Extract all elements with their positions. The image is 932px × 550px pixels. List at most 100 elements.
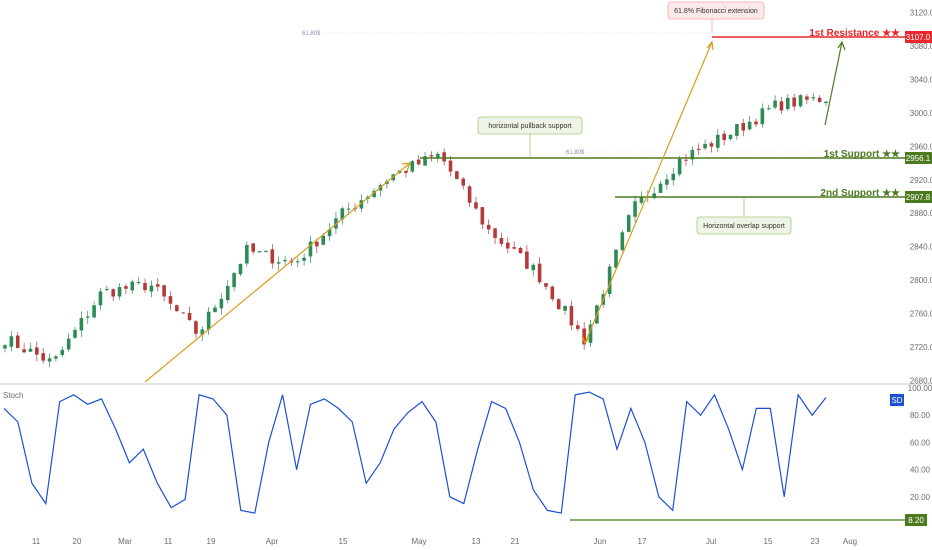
candle-body[interactable] <box>499 238 504 244</box>
time-axis[interactable]: 11 20 Mar 11 19 Apr 15 May 13 21 Jun 17 Jul 15 23 Aug <box>32 537 857 546</box>
candle-body[interactable] <box>79 318 84 331</box>
candle-body[interactable] <box>143 282 147 291</box>
candle-body[interactable] <box>505 242 510 249</box>
candle-body[interactable] <box>544 283 548 287</box>
candle-body[interactable] <box>798 95 803 107</box>
candle-body[interactable] <box>455 171 459 180</box>
candle-body[interactable] <box>232 273 236 288</box>
candle-body[interactable] <box>270 249 275 264</box>
candle-body[interactable] <box>92 305 96 318</box>
candle-body[interactable] <box>442 152 446 162</box>
candle-body[interactable] <box>60 349 65 356</box>
candle-body[interactable] <box>200 329 205 335</box>
oscillator-axis[interactable]: 100.00 80.00 60.00 40.00 20.00 <box>908 384 932 502</box>
candle-body[interactable] <box>187 312 192 320</box>
trend-arrow-1[interactable] <box>144 162 411 383</box>
candle-body[interactable] <box>264 250 268 252</box>
candle-body[interactable] <box>315 241 319 247</box>
candle-body[interactable] <box>175 305 179 312</box>
candle-body[interactable] <box>735 124 739 136</box>
candle-body[interactable] <box>671 173 676 181</box>
candle-body[interactable] <box>690 149 695 160</box>
candle-body[interactable] <box>73 329 77 338</box>
candle-body[interactable] <box>359 200 364 209</box>
candle-body[interactable] <box>569 306 574 326</box>
candle-body[interactable] <box>219 298 224 309</box>
candle-body[interactable] <box>486 224 491 230</box>
candle-body[interactable] <box>85 316 90 318</box>
candle-body[interactable] <box>792 97 796 107</box>
candle-body[interactable] <box>716 134 720 148</box>
candle-body[interactable] <box>525 251 529 269</box>
overlap-support-callout[interactable]: Horizontal overlap support <box>696 198 792 235</box>
candle-body[interactable] <box>15 335 20 348</box>
candle-body[interactable] <box>340 208 345 220</box>
candle-body[interactable] <box>754 121 758 125</box>
candle-body[interactable] <box>3 345 7 349</box>
candle-body[interactable] <box>168 296 173 304</box>
candle-body[interactable] <box>467 186 472 203</box>
candle-body[interactable] <box>9 336 14 347</box>
candle-body[interactable] <box>117 287 122 297</box>
candle-body[interactable] <box>493 228 497 239</box>
candle-body[interactable] <box>283 260 287 262</box>
candle-body[interactable] <box>47 358 52 362</box>
candle-body[interactable] <box>149 285 154 292</box>
candle-body[interactable] <box>194 321 198 334</box>
candle-body[interactable] <box>607 266 612 295</box>
candle-body[interactable] <box>626 215 631 232</box>
candle-body[interactable] <box>575 325 580 329</box>
candle-body[interactable] <box>435 153 440 158</box>
candle-body[interactable] <box>136 282 141 284</box>
candle-body[interactable] <box>124 286 128 289</box>
candle-body[interactable] <box>111 289 115 297</box>
candle-body[interactable] <box>652 193 656 199</box>
candle-body[interactable] <box>779 101 784 111</box>
candle-body[interactable] <box>550 286 555 300</box>
candle-body[interactable] <box>54 356 58 359</box>
candle-body[interactable] <box>276 262 281 264</box>
candle-body[interactable] <box>346 208 351 210</box>
stoch-line[interactable] <box>3 391 827 514</box>
candle-body[interactable] <box>416 159 421 165</box>
candle-body[interactable] <box>423 156 427 166</box>
candle-body[interactable] <box>760 108 765 125</box>
candle-body[interactable] <box>295 261 300 263</box>
candle-body[interactable] <box>639 196 644 203</box>
candle-body[interactable] <box>302 257 306 261</box>
candle-body[interactable] <box>238 263 243 275</box>
candle-body[interactable] <box>461 178 466 186</box>
candle-body[interactable] <box>722 133 726 141</box>
candle-body[interactable] <box>480 207 485 225</box>
candle-body[interactable] <box>28 348 33 352</box>
candle-body[interactable] <box>98 291 103 306</box>
candle-body[interactable] <box>404 170 408 173</box>
candle-body[interactable] <box>410 161 415 172</box>
candle-body[interactable] <box>130 281 135 291</box>
candle-body[interactable] <box>213 307 217 313</box>
candle-body[interactable] <box>805 96 809 100</box>
candle-body[interactable] <box>658 183 663 193</box>
candle-body[interactable] <box>786 97 790 110</box>
candle-body[interactable] <box>703 143 707 149</box>
candle-body[interactable] <box>747 121 752 130</box>
candle-body[interactable] <box>429 155 434 157</box>
candle-body[interactable] <box>206 311 211 330</box>
candle-body[interactable] <box>620 232 625 251</box>
candle-body[interactable] <box>512 247 516 249</box>
candle-body[interactable] <box>696 148 701 150</box>
candle-body[interactable] <box>35 347 39 355</box>
candle-body[interactable] <box>773 100 777 108</box>
candle-body[interactable] <box>824 101 828 104</box>
projection-arrow[interactable] <box>824 41 843 126</box>
pullback-support-callout[interactable]: horizontal pullback support <box>477 116 583 157</box>
candle-body[interactable] <box>811 97 816 99</box>
price-axis[interactable]: 3120.0 3080.0 3040.0 3000.0 2960.0 2920.0 2880… <box>910 9 932 386</box>
candle-body[interactable] <box>105 289 109 291</box>
candle-body[interactable] <box>588 324 593 343</box>
candle-body[interactable] <box>181 312 186 314</box>
candle-body[interactable] <box>162 285 166 297</box>
candle-body[interactable] <box>448 160 453 172</box>
candle-body[interactable] <box>677 158 682 175</box>
candle-body[interactable] <box>684 159 688 161</box>
